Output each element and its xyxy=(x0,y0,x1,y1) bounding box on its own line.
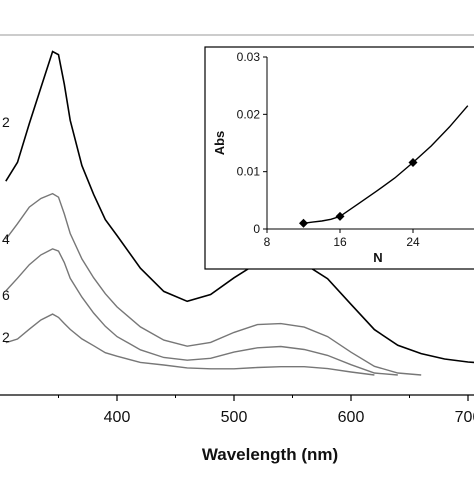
inset-y-tick-label: 0.03 xyxy=(237,50,261,64)
x-tick-label: 700 xyxy=(455,409,474,426)
x-tick-label: 500 xyxy=(221,409,248,426)
curve-label: 6 xyxy=(2,287,10,303)
inset-y-tick-label: 0.01 xyxy=(237,165,261,179)
x-tick-label: 400 xyxy=(104,409,131,426)
inset-x-axis-title: N xyxy=(373,250,382,265)
inset-x-tick-label: 24 xyxy=(406,235,420,249)
inset-chart: 8 16 24 0 0.01 0.02 0.03 N Abs xyxy=(205,47,474,269)
inset-x-tick-label: 8 xyxy=(264,235,271,249)
curve-label: 4 xyxy=(2,231,10,247)
curve-label: 2 xyxy=(2,114,10,130)
x-tick-label: 600 xyxy=(338,409,365,426)
inset-y-axis-title: Abs xyxy=(212,131,227,156)
spectrum-line xyxy=(6,314,375,375)
inset-x-tick-label: 16 xyxy=(333,235,347,249)
curve-label: 2 xyxy=(2,329,10,345)
inset-y-tick-label: 0.02 xyxy=(237,107,261,121)
x-axis-ticks: 400 500 600 700 xyxy=(59,395,474,426)
curve-labels: 2 4 6 2 xyxy=(2,114,10,345)
inset-y-tick-label: 0 xyxy=(253,222,260,236)
x-axis-title: Wavelength (nm) xyxy=(202,445,338,464)
